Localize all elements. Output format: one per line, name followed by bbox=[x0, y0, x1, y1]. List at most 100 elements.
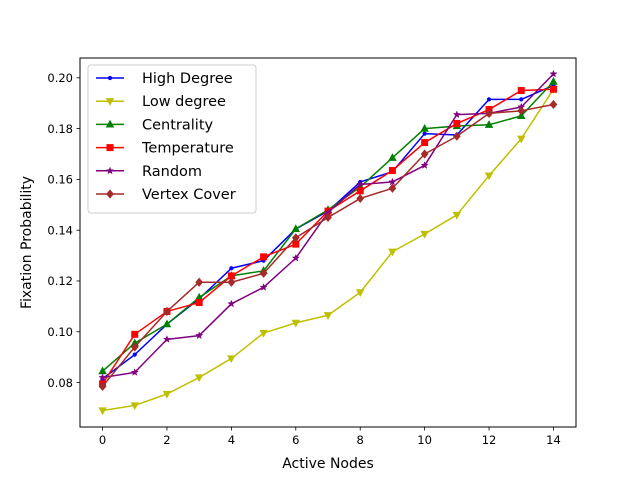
data-point-temperature bbox=[421, 139, 429, 147]
legend-marker bbox=[106, 189, 114, 199]
x-axis-label: Active Nodes bbox=[282, 456, 374, 472]
legend-marker bbox=[105, 166, 115, 175]
legend-entry-high-degree: High Degree bbox=[96, 71, 233, 87]
data-point-random bbox=[162, 335, 172, 343]
data-point-low-degree bbox=[517, 135, 526, 144]
data-point-centrality bbox=[162, 319, 172, 328]
data-point-vertex-cover bbox=[517, 106, 526, 116]
legend-entry-low-degree: Low degree bbox=[96, 94, 226, 110]
data-point-vertex-cover bbox=[259, 268, 268, 278]
data-point-random bbox=[259, 283, 268, 291]
data-point-low-degree bbox=[291, 319, 301, 328]
legend-marker bbox=[107, 75, 113, 81]
legend-marker bbox=[105, 98, 115, 106]
legend-label: Random bbox=[142, 164, 202, 180]
data-point-low-degree bbox=[420, 230, 429, 239]
series-random bbox=[98, 69, 558, 381]
series-layer bbox=[98, 69, 558, 416]
data-point-high-degree bbox=[422, 131, 427, 136]
data-point-vertex-cover bbox=[356, 193, 365, 204]
data-point-random bbox=[549, 69, 558, 78]
data-point-vertex-cover bbox=[324, 212, 332, 223]
data-point-low-degree bbox=[323, 312, 333, 320]
data-point-random bbox=[130, 368, 139, 376]
data-point-centrality bbox=[517, 111, 526, 120]
data-point-random bbox=[420, 161, 429, 169]
data-point-centrality bbox=[484, 120, 494, 128]
data-point-high-degree bbox=[132, 352, 137, 357]
data-point-vertex-cover bbox=[549, 99, 558, 110]
legend-label: Centrality bbox=[142, 117, 214, 133]
x-tick-label: 10 bbox=[417, 433, 432, 447]
legend-box bbox=[87, 64, 257, 214]
data-point-vertex-cover bbox=[452, 131, 461, 141]
data-point-random bbox=[356, 180, 365, 188]
data-point-temperature bbox=[517, 87, 525, 95]
data-point-low-degree bbox=[98, 407, 107, 416]
y-tick-label: 0.14 bbox=[47, 223, 73, 237]
series-vertex-cover bbox=[98, 99, 558, 391]
data-point-random bbox=[195, 331, 204, 340]
data-point-centrality bbox=[420, 123, 429, 132]
legend: High Degree Low degree Centrality Temperatu… bbox=[87, 64, 257, 214]
data-point-random bbox=[291, 253, 300, 262]
data-point-random bbox=[98, 373, 107, 381]
data-point-random bbox=[388, 177, 397, 186]
data-point-low-degree bbox=[355, 289, 365, 298]
y-tick-label: 0.08 bbox=[47, 376, 73, 390]
series-low-degree bbox=[98, 86, 558, 416]
y-axis-ticks: 0.08 0.10 0.12 0.14 0.16 0.18 0.20 bbox=[47, 71, 80, 390]
data-point-low-degree bbox=[162, 390, 172, 399]
legend-label: High Degree bbox=[142, 71, 233, 87]
y-axis-label: Fixation Probability bbox=[19, 176, 35, 309]
data-point-vertex-cover bbox=[485, 108, 493, 118]
x-tick-label: 8 bbox=[357, 433, 364, 447]
legend-label: Temperature bbox=[141, 141, 234, 157]
legend-marker bbox=[106, 144, 114, 152]
data-point-temperature bbox=[260, 253, 268, 261]
data-point-random bbox=[227, 299, 236, 308]
data-point-low-degree bbox=[194, 374, 204, 383]
data-point-vertex-cover bbox=[130, 342, 139, 352]
legend-entry-centrality: Centrality bbox=[96, 117, 214, 133]
data-point-vertex-cover bbox=[98, 381, 107, 391]
legend-label: Low degree bbox=[142, 94, 226, 110]
data-point-high-degree bbox=[229, 266, 234, 271]
y-tick-label: 0.18 bbox=[47, 122, 73, 136]
data-point-high-degree bbox=[486, 97, 492, 102]
data-point-low-degree bbox=[452, 211, 462, 220]
legend-label: Vertex Cover bbox=[142, 187, 236, 203]
data-point-low-degree bbox=[388, 248, 397, 257]
data-point-temperature bbox=[549, 85, 557, 93]
legend-marker bbox=[105, 119, 115, 128]
data-point-low-degree bbox=[259, 329, 268, 338]
legend-entry-random: Random bbox=[96, 164, 202, 180]
x-tick-label: 6 bbox=[292, 433, 299, 447]
data-point-vertex-cover bbox=[195, 277, 204, 287]
data-point-centrality bbox=[549, 76, 558, 85]
data-point-temperature bbox=[453, 120, 461, 128]
x-tick-label: 14 bbox=[546, 433, 561, 447]
data-point-centrality bbox=[291, 224, 301, 233]
data-point-temperature bbox=[356, 187, 364, 195]
x-axis-ticks: 0 2 4 6 8 10 12 14 bbox=[99, 427, 561, 447]
data-point-low-degree bbox=[484, 172, 494, 181]
data-point-low-degree bbox=[130, 402, 139, 411]
x-tick-label: 12 bbox=[482, 433, 497, 447]
data-point-vertex-cover bbox=[227, 277, 236, 287]
data-point-centrality bbox=[388, 153, 397, 161]
y-tick-label: 0.10 bbox=[47, 325, 73, 339]
x-tick-label: 4 bbox=[228, 433, 235, 447]
plot-frame bbox=[79, 57, 577, 428]
x-tick-label: 0 bbox=[99, 433, 106, 447]
y-tick-label: 0.16 bbox=[47, 173, 73, 187]
data-point-vertex-cover bbox=[420, 149, 429, 159]
legend-entry-vertex-cover: Vertex Cover bbox=[96, 187, 236, 203]
data-point-low-degree bbox=[227, 355, 236, 364]
y-tick-label: 0.12 bbox=[47, 274, 73, 288]
data-point-temperature bbox=[195, 299, 203, 307]
y-tick-label: 0.20 bbox=[47, 71, 73, 85]
data-point-random bbox=[452, 110, 461, 119]
data-point-vertex-cover bbox=[163, 306, 171, 317]
